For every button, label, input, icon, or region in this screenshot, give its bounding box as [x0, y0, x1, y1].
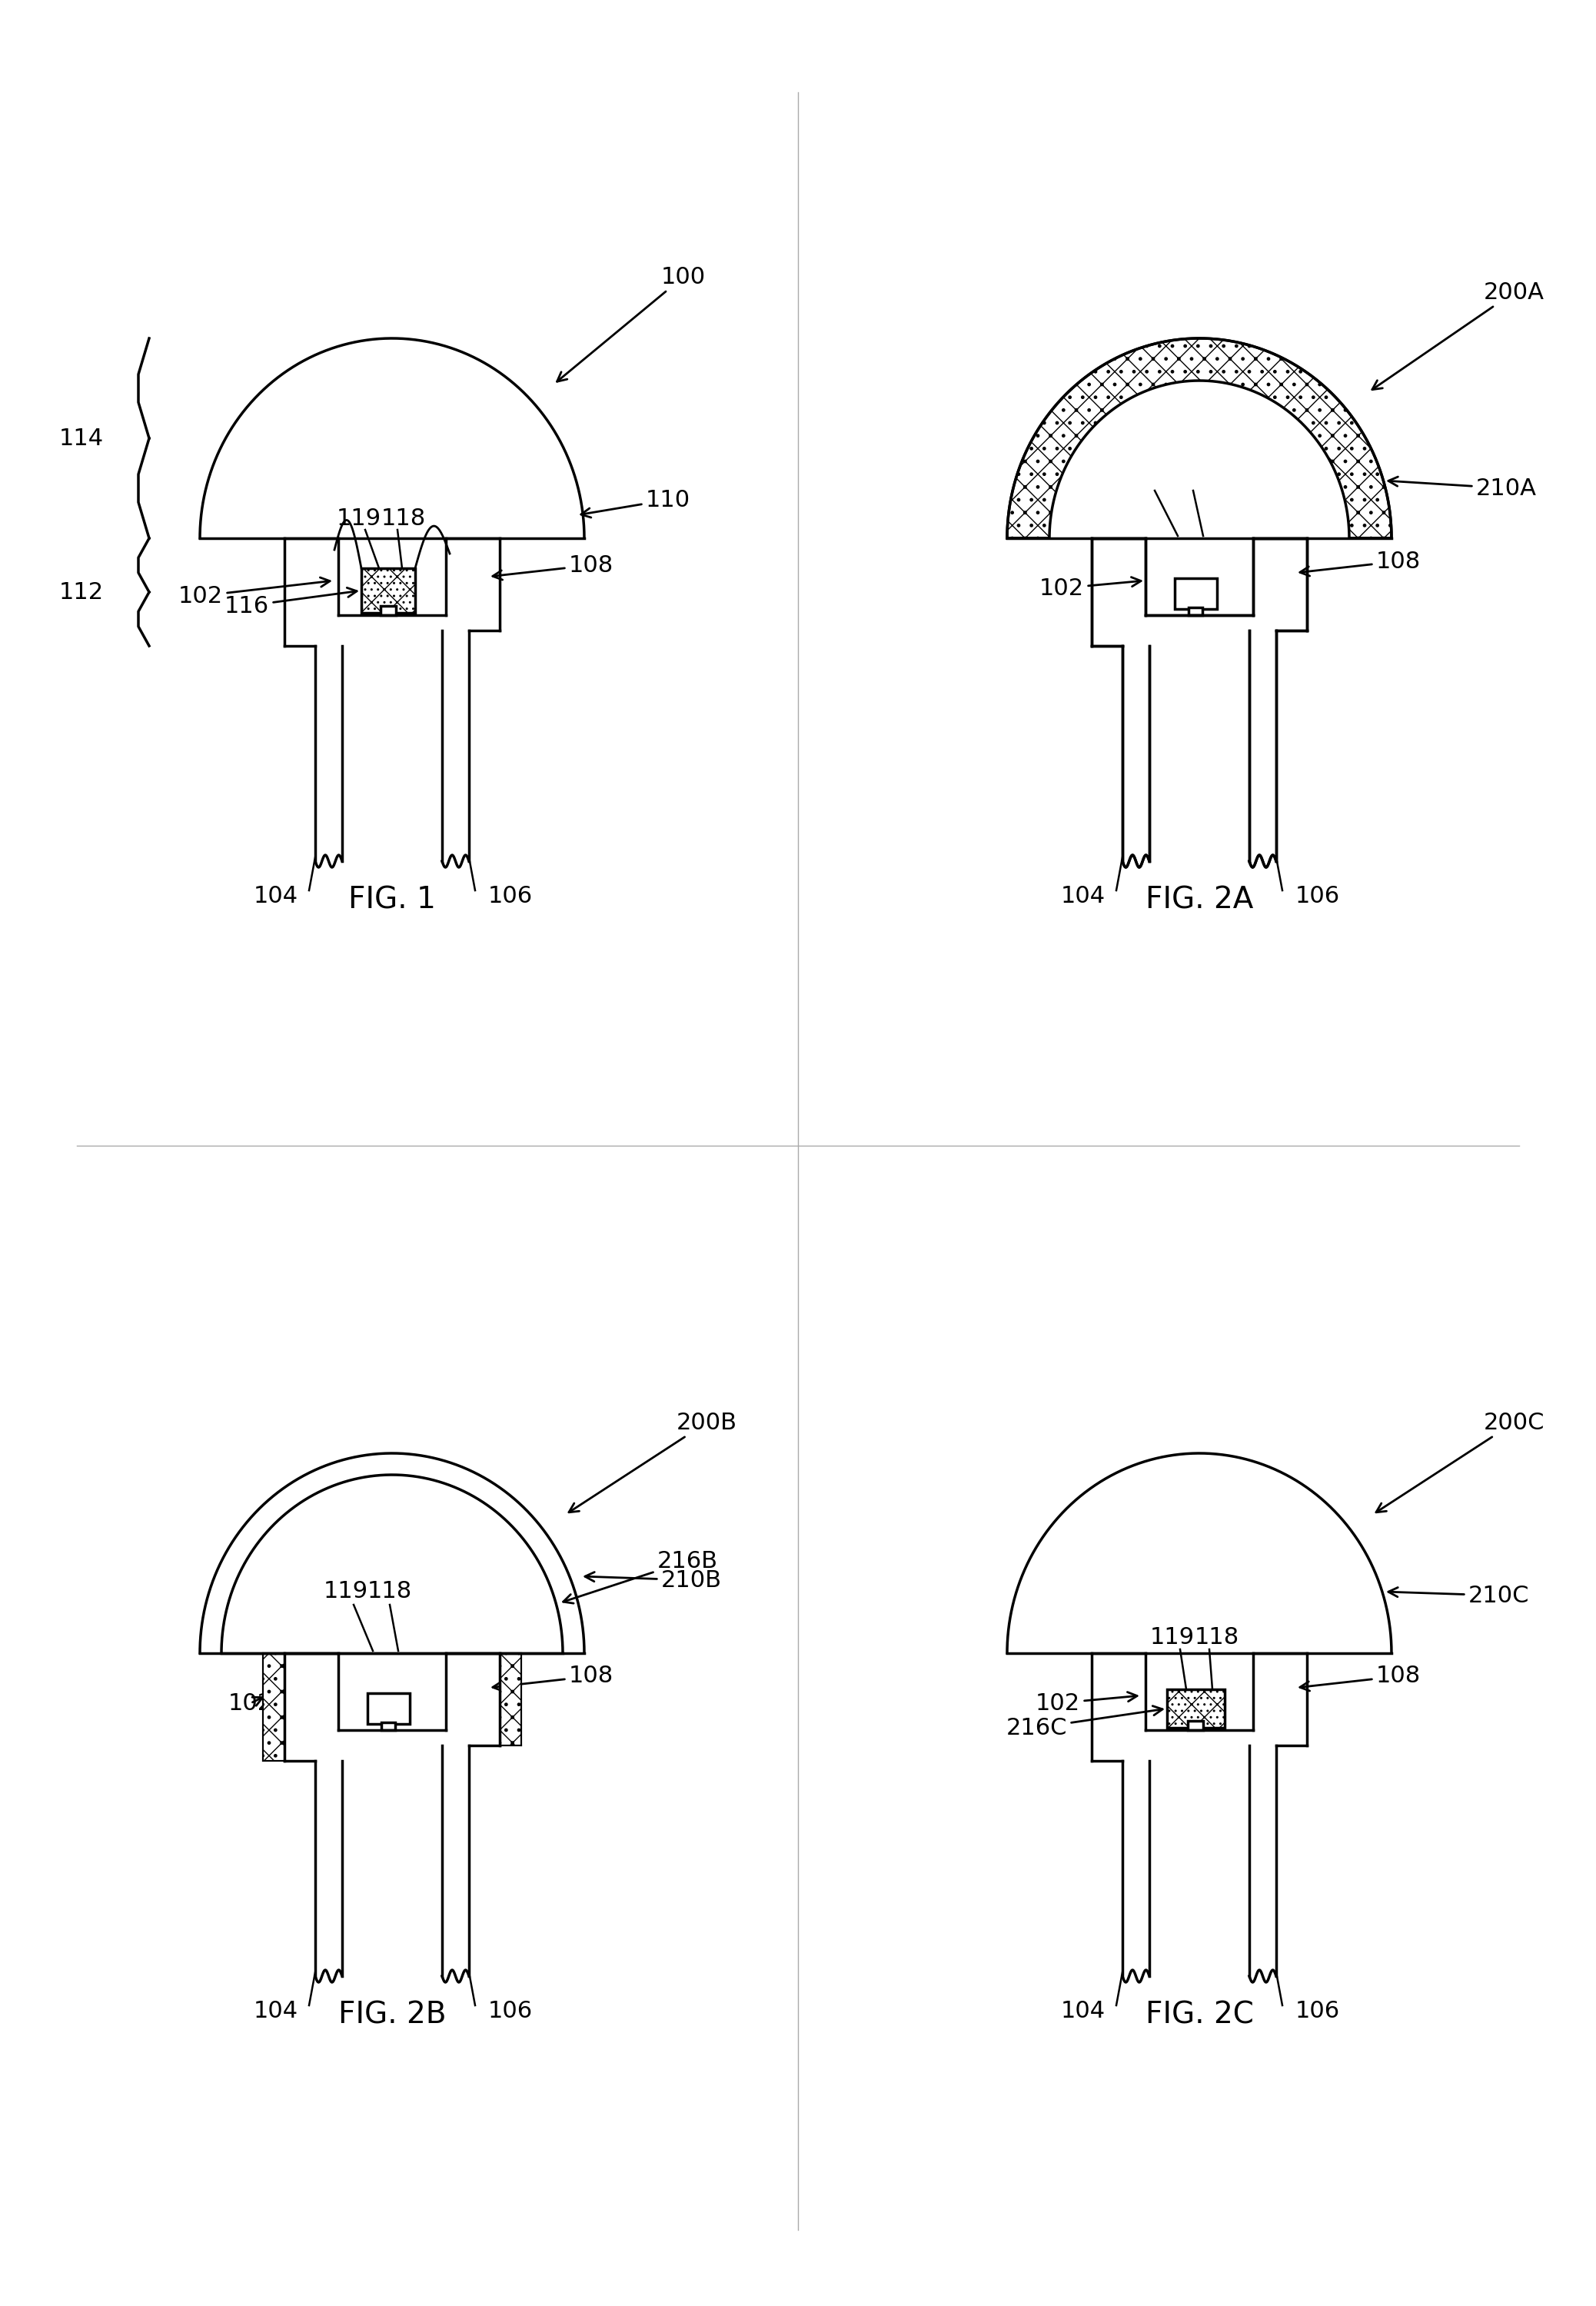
Text: 110: 110	[581, 489, 691, 517]
Text: 104: 104	[254, 1999, 298, 2022]
Polygon shape	[1092, 537, 1146, 646]
Text: FIG. 2A: FIG. 2A	[1146, 886, 1253, 913]
Text: 118: 118	[367, 1580, 412, 1603]
Text: FIG. 1: FIG. 1	[348, 886, 436, 913]
Text: 112: 112	[59, 581, 104, 604]
Bar	[381, 1723, 396, 1730]
Text: 200C: 200C	[1376, 1411, 1545, 1513]
Bar	[367, 1693, 410, 1725]
Text: 216C: 216C	[1005, 1706, 1162, 1739]
Text: 100: 100	[557, 265, 705, 380]
Text: 106: 106	[488, 886, 533, 906]
Text: 200A: 200A	[1373, 281, 1545, 390]
Text: 119: 119	[337, 507, 381, 530]
Text: 104: 104	[1061, 886, 1106, 906]
Text: 118: 118	[381, 507, 426, 530]
Text: 119: 119	[1151, 1626, 1195, 1649]
Polygon shape	[1007, 339, 1392, 537]
Text: 102: 102	[228, 1693, 273, 1713]
Polygon shape	[1050, 380, 1349, 537]
Text: 106: 106	[1296, 1999, 1341, 2022]
Text: 106: 106	[488, 1999, 533, 2022]
Bar	[1189, 606, 1202, 616]
Text: 108: 108	[1299, 1665, 1420, 1690]
Polygon shape	[500, 1653, 522, 1746]
Text: 108: 108	[493, 553, 614, 579]
Polygon shape	[200, 1453, 584, 1653]
Bar	[380, 606, 396, 616]
Text: 102: 102	[1039, 576, 1141, 600]
Text: 119: 119	[324, 1580, 369, 1603]
Text: 118: 118	[1171, 468, 1216, 489]
Text: 118: 118	[1194, 1626, 1240, 1649]
Bar	[361, 567, 415, 613]
Text: FIG. 2C: FIG. 2C	[1146, 1999, 1253, 2029]
Text: 108: 108	[493, 1665, 614, 1690]
Bar	[1167, 1690, 1224, 1727]
Bar	[1187, 1720, 1203, 1730]
Text: 210B: 210B	[586, 1568, 721, 1591]
Text: 116: 116	[225, 588, 358, 618]
Text: 216B: 216B	[563, 1550, 718, 1603]
Bar	[1175, 579, 1218, 609]
Text: 210C: 210C	[1389, 1584, 1529, 1607]
Polygon shape	[1253, 537, 1307, 630]
Text: 104: 104	[254, 886, 298, 906]
Text: 108: 108	[1299, 551, 1420, 576]
Text: 114: 114	[59, 427, 104, 450]
Text: 200B: 200B	[568, 1411, 737, 1513]
Text: 102: 102	[179, 576, 330, 606]
Text: 106: 106	[1296, 886, 1341, 906]
Text: 210A: 210A	[1389, 477, 1537, 500]
Text: 102: 102	[1036, 1693, 1136, 1713]
Polygon shape	[263, 1653, 284, 1762]
Text: 104: 104	[1061, 1999, 1106, 2022]
Text: 119: 119	[1125, 468, 1170, 489]
Text: FIG. 2B: FIG. 2B	[338, 1999, 447, 2029]
